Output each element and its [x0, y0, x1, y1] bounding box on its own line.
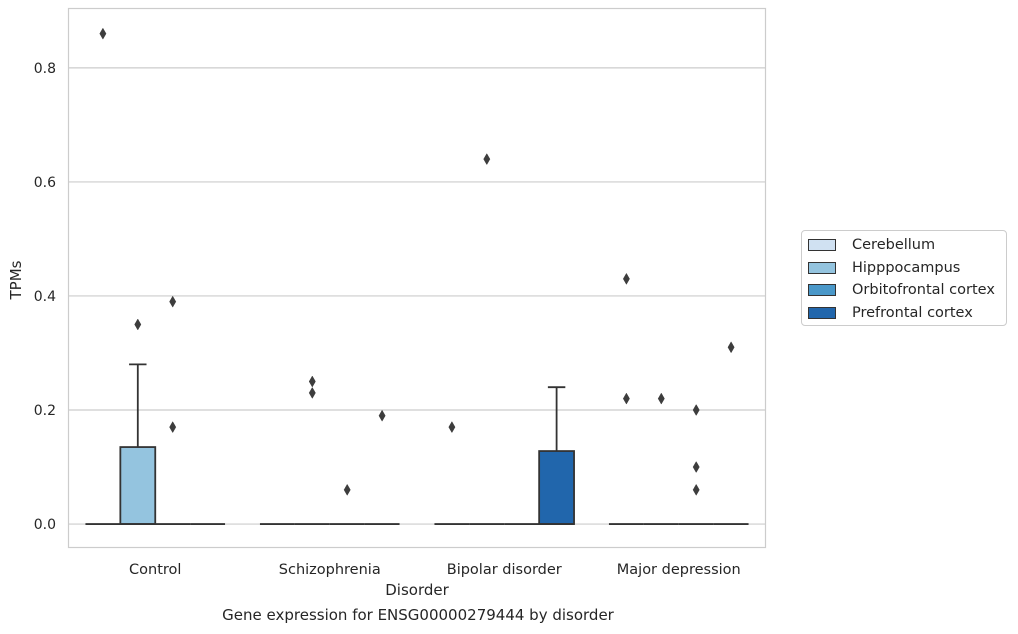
outlier-point	[483, 153, 491, 166]
legend-swatch-prefrontal	[808, 307, 836, 319]
box-2-3	[678, 404, 714, 525]
box-2-0	[155, 295, 191, 525]
outlier-point	[448, 421, 456, 434]
legend-label-cerebellum: Cerebellum	[852, 237, 936, 253]
box-body	[119, 446, 157, 525]
box-0-0	[85, 27, 121, 525]
legend-swatch-orbitofrontal	[808, 284, 836, 296]
box-3-1	[364, 409, 400, 525]
outlier-point	[622, 272, 630, 285]
outlier-point	[692, 404, 700, 416]
x-tick-label: Control	[129, 562, 181, 578]
y-tick-label: 0.2	[34, 403, 56, 419]
x-tick-label: Major depression	[617, 562, 741, 578]
outlier-point	[727, 341, 735, 354]
y-axis-label: TPMs	[7, 260, 25, 300]
legend-item-hippocampus: Hipppocampus	[808, 259, 960, 277]
legend-item-orbitofrontal: Orbitofrontal cortex	[808, 281, 995, 299]
box-3-2	[538, 386, 575, 525]
box-body	[538, 450, 575, 525]
outlier-point	[169, 421, 177, 434]
box-1-0	[119, 318, 157, 525]
legend-label-prefrontal: Prefrontal cortex	[852, 305, 973, 321]
legend-swatch-cerebellum	[808, 239, 836, 251]
y-tick-label: 0.0	[34, 517, 56, 533]
outlier-point	[378, 409, 386, 422]
outlier-point	[343, 483, 351, 496]
legend-label-hippocampus: Hipppocampus	[852, 260, 961, 276]
boxes	[85, 27, 749, 525]
outlier-point	[134, 318, 142, 331]
y-tick-label: 0.8	[34, 61, 56, 77]
outlier-point	[169, 295, 177, 308]
box-0-2	[434, 421, 470, 525]
plot-frame	[67, 7, 767, 549]
box-1-2	[469, 153, 505, 525]
outlier-point	[308, 386, 316, 399]
box-3-3	[713, 341, 749, 525]
legend-item-prefrontal: Prefrontal cortex	[808, 304, 973, 322]
legend-item-cerebellum: Cerebellum	[808, 236, 935, 254]
box-2-1	[329, 483, 365, 525]
outlier-point	[692, 483, 700, 496]
chart-caption: Gene expression for ENSG00000279444 by d…	[222, 606, 614, 624]
box-0-3	[608, 272, 644, 525]
y-tick-label: 0.4	[34, 289, 56, 305]
legend-swatch-hippocampus	[808, 262, 836, 274]
x-tick-labels: Control Schizophrenia Bipolar disorder Majo…	[129, 562, 741, 578]
x-tick-label: Bipolar disorder	[447, 562, 562, 578]
outlier-point	[657, 392, 665, 405]
x-axis-label: Disorder	[385, 581, 449, 599]
box-1-3	[643, 392, 679, 525]
outlier-point	[692, 461, 700, 473]
legend: Cerebellum Hipppocampus Orbitofrontal co…	[801, 230, 1007, 326]
x-tick-label: Schizophrenia	[279, 562, 381, 578]
y-tick-labels: 0.0 0.2 0.4 0.6 0.8	[34, 61, 56, 533]
outlier-point	[308, 375, 316, 388]
box-1-1	[294, 375, 330, 525]
y-tick-label: 0.6	[34, 175, 56, 191]
outlier-point	[99, 27, 107, 40]
legend-label-orbitofrontal: Orbitofrontal cortex	[852, 282, 995, 298]
outlier-point	[622, 392, 630, 405]
